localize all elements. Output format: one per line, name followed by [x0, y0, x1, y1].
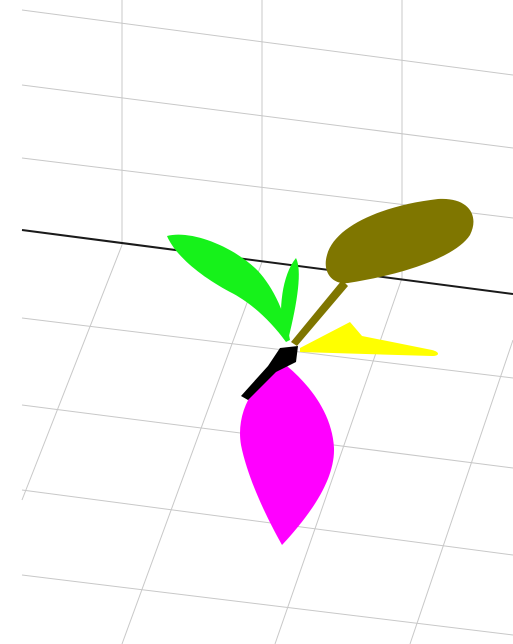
leaf-magenta-segment[interactable] [240, 362, 335, 545]
stem-black-segment[interactable] [241, 346, 298, 400]
plant-point-cloud[interactable] [167, 198, 474, 545]
grid-line [21, 244, 123, 501]
grid-line [21, 574, 513, 636]
grid-line [121, 261, 263, 644]
axis-line [21, 229, 513, 295]
floor-plane-grid [21, 244, 513, 644]
leaf-olive-petiole[interactable] [291, 280, 348, 346]
grid-line [21, 9, 513, 76]
leaf-yellow-segment[interactable] [300, 322, 438, 356]
grid-line [21, 489, 513, 556]
grid-line [409, 339, 513, 644]
grid-line [274, 277, 403, 644]
grid-line [21, 84, 513, 149]
grid-line [21, 317, 513, 379]
leaf-olive-segment[interactable] [325, 198, 474, 284]
leaf-green-segment[interactable] [167, 234, 290, 342]
leaf-green-small-segment[interactable] [280, 258, 299, 340]
